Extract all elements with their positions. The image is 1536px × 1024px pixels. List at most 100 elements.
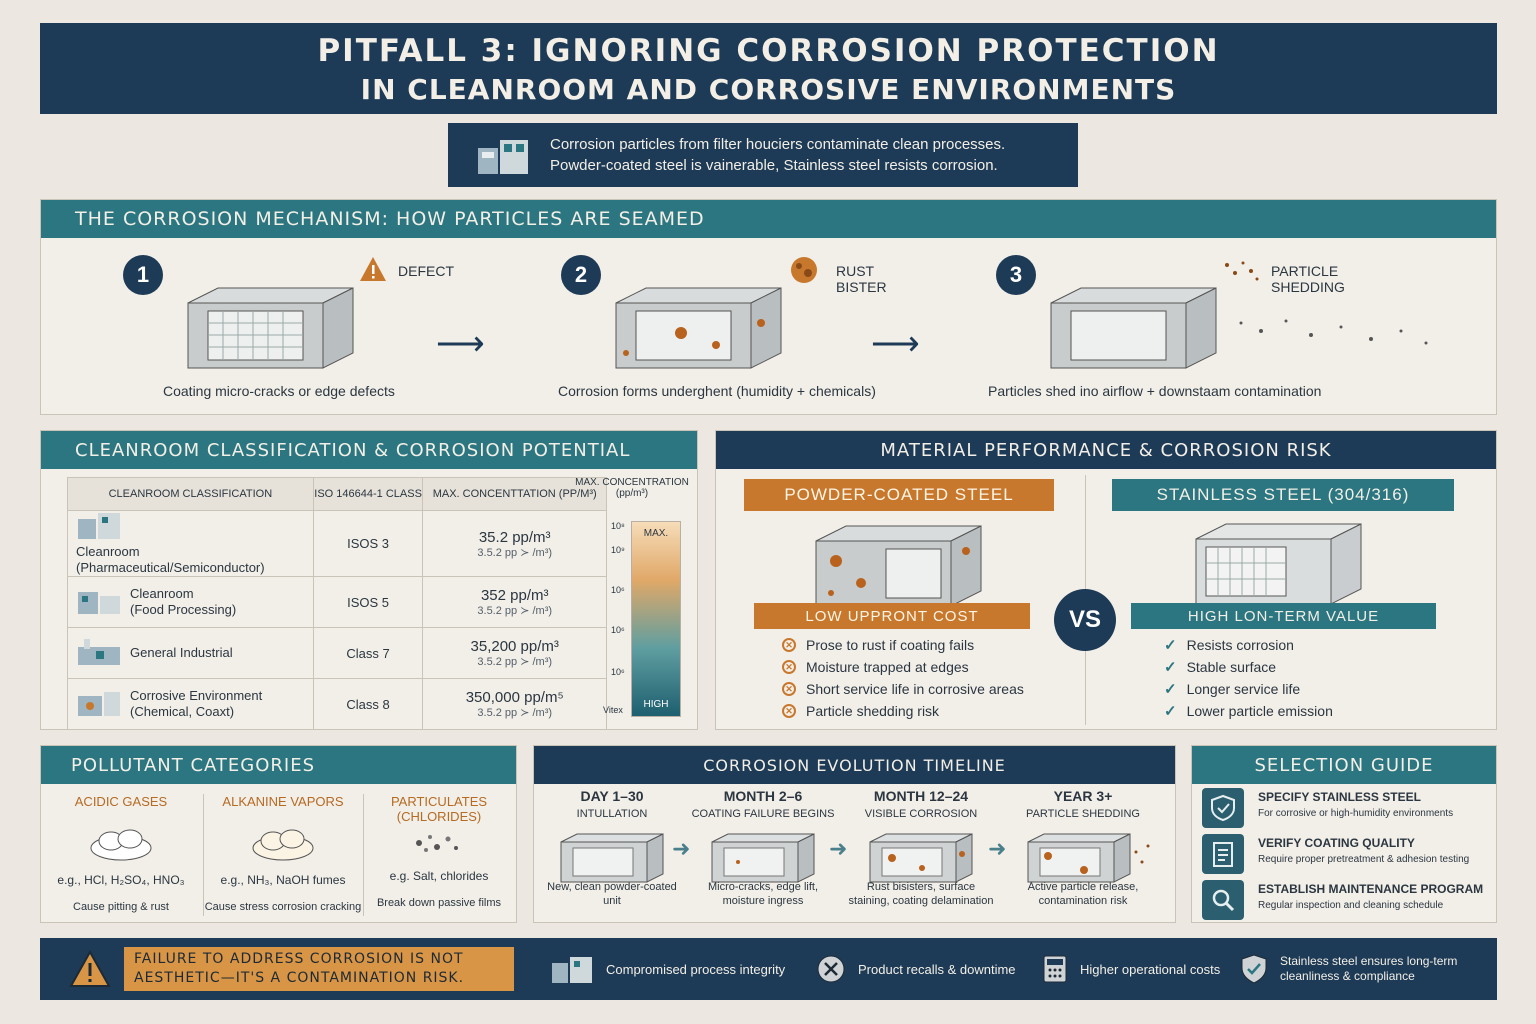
footer-item-recalls: Product recalls & downtime [816,938,1016,1000]
pollutant-acidic: ACIDIC GASES e.g., HCl, H₂SO₄, HNO₃ Caus… [41,794,201,913]
stage-phase: VISIBLE CORROSION [864,808,978,820]
chemical-plant-icon [76,688,122,721]
stage-time: YEAR 3+ [1053,788,1113,804]
guide-desc: Require proper pretreatment & adhesion t… [1258,854,1470,865]
pollutant-particulates: PARTICULATES (CHLORIDES) e.g. Salt, chlo… [359,794,519,909]
timeline-heading: CORROSION EVOLUTION TIMELINE [534,746,1175,784]
shield-check-icon [1241,954,1267,984]
material-heading: MATERIAL PERFORMANCE & CORROSION RISK [716,431,1496,469]
x-icon: ✕ [782,638,796,652]
table-row: Cleanroom (Food Processing) ISOS 5 352 pp… [67,576,607,628]
cloud-icon [90,829,152,861]
stainless-title: STAINLESS STEEL (304/316) [1112,479,1454,511]
timeline-stage-3: MONTH 12–24 VISIBLE CORROSION Rust bisis… [846,788,996,908]
concentration-note: 3.5.2 pp ≻ /m³) [477,707,553,719]
concentration-note: 3.5.2 pp ≻ /m³) [477,546,553,559]
iso-class: Class 8 [312,678,424,730]
page-subtitle-line: IN CLEANROOM AND CORROSIVE ENVIRONMENTS [360,73,1177,106]
footer-item-compliance: Stainless steel ensures long-term cleanl… [1240,938,1470,1000]
list-item: ✕ Particle shedding risk [782,700,1024,722]
guide-item-stainless: SPECIFY STAINLESS STEEL For corrosive or… [1202,786,1492,830]
stage-phase: INTULLATION [576,808,648,820]
pollutant-effect: Break down passive films [376,897,502,909]
classification-heading: CLEANROOM CLASSIFICATION & CORROSION POT… [41,431,697,469]
list-item: ✕ Short service life in corrosive areas [782,678,1024,700]
guide-title: VERIFY COATING QUALITY [1258,836,1415,850]
summary-line-2: Powder-coated steel is vainerable, Stain… [550,157,998,174]
concentration-scale: MAX. CONCENTRATION (pp/m³) MAX. HIGH 10⁸… [573,477,691,721]
pollutant-name: ACIDIC GASES [74,794,168,809]
scale-top-label: MAX. [643,528,669,539]
stainless-list: ✓ Resists corrosion ✓ Stable surface ✓ Long… [1164,634,1333,722]
calculator-icon [1043,955,1067,983]
divider [363,794,364,916]
material-section: MATERIAL PERFORMANCE & CORROSION RISK PO… [715,430,1497,730]
step-label: DEFECT [398,263,454,279]
stage-phase: COATING FAILURE BEGINS [691,808,835,820]
concentration-note: 3.5.2 pp ≻ /m³) [477,605,553,617]
vapor-cloud-icon [252,829,314,861]
scale-title: MAX. CONCENTRATION [575,477,689,488]
pollutant-example: e.g. Salt, chlorides [389,869,489,883]
page-title: PITFALL 3: IGNORING CORROSION PROTECTION [317,33,1220,69]
stage-phase: PARTICLE SHEDDING [1026,808,1140,820]
shedding-filter-housing-icon [1050,287,1428,369]
stage-description: New, clean powder-coated unit [547,881,677,907]
timeline-stage-2: MONTH 2–6 COATING FAILURE BEGINS Micro-c… [688,788,838,908]
step-number: 2 [561,255,601,295]
unit-new-icon [560,833,664,883]
powder-coated-tag: LOW UPPRONT COST [754,603,1030,629]
step-label: PARTICLE SHEDDING [1271,263,1345,295]
list-item: ✓ Stable surface [1164,659,1277,676]
pollutant-name: PARTICULATES (CHLORIDES) [390,794,488,824]
iso-class: ISOS 3 [312,510,424,577]
stainless-tag: HIGH LON-TERM VALUE [1131,603,1436,629]
class-name: Cleanroom [76,544,140,559]
checklist-icon [1202,834,1244,874]
page-title-banner: PITFALL 3: IGNORING CORROSION PROTECTION… [40,23,1497,114]
mechanism-step-1: 1 DEFECT Coating micro-cracks or edge de… [123,255,463,405]
scale-gradient-bar: MAX. HIGH [631,521,681,717]
classification-section: CLEANROOM CLASSIFICATION & CORROSION POT… [40,430,698,730]
concentration: 35.2 pp/m³ [478,528,551,546]
magnifier-icon [1202,880,1244,920]
footer-item-costs: Higher operational costs [1042,938,1220,1000]
concentration: 350,000 pp/m⁵ [465,689,564,706]
mechanism-heading: THE CORROSION MECHANISM: HOW PARTICLES A… [41,200,1496,238]
scale-tick: 10⁸ [611,521,625,531]
concentration-note: 3.5.2 pp ≻ /m³) [477,656,553,668]
pollutant-effect: Cause stress corrosion cracking [204,901,362,913]
table-header-row: CLEANROOM CLASSIFICATION ISO 146644-1 CL… [67,477,607,511]
stage-time: MONTH 12–24 [873,788,969,804]
divider [203,794,204,916]
pollutant-name: ALKANINE VAPORS [222,794,344,809]
list-item: ✕ Moisture trapped at edges [782,656,1024,678]
timeline-stage-1: DAY 1–30 INTULLATION New, clean powder-c… [537,788,687,908]
scale-tick: Vitex [603,705,623,715]
arrow-right-icon: ➜ [988,836,1007,861]
mechanism-section: THE CORROSION MECHANISM: HOW PARTICLES A… [40,199,1497,415]
column-header: MAX. CONCENTTATION (pp/m³) [422,477,607,511]
step-number: 3 [996,255,1036,295]
step-label: RUST BISTER [836,263,887,295]
pollutant-section: POLLUTANT CATEGORIES ACIDIC GASES e.g., … [40,745,517,923]
pollutant-example: e.g., NH₃, NaOH fumes [220,873,346,887]
stage-time: DAY 1–30 [580,788,644,804]
table-row: General Industrial Class 7 35,200 pp/m³ 3… [67,627,607,679]
warning-icon [69,949,111,987]
pollutant-alkaline: ALKANINE VAPORS e.g., NH₃, NaOH fumes Ca… [203,794,363,913]
step-caption: Particles shed ino airflow + downstaam c… [988,383,1322,399]
arrow-right-icon: ⟶ [871,325,920,363]
guide-item-maintenance: ESTABLISH MAINTENANCE PROGRAM Regular in… [1202,878,1492,922]
stage-time: MONTH 2–6 [723,788,803,804]
scale-bottom-label: HIGH [643,699,669,710]
rusting-filter-housing-icon [615,287,782,369]
list-item: ✓ Lower particle emission [1164,703,1333,720]
stage-description: Micro-cracks, edge lift, moisture ingres… [707,881,819,907]
unit-corroded-icon [869,833,973,883]
arrow-right-icon: ➜ [829,836,848,861]
list-item: ✓ Longer service life [1164,681,1301,698]
arrow-right-icon: ⟶ [436,325,485,363]
pollutant-example: e.g., HCl, H₂SO₄, HNO₃ [57,873,185,887]
food-plant-icon [76,586,122,619]
